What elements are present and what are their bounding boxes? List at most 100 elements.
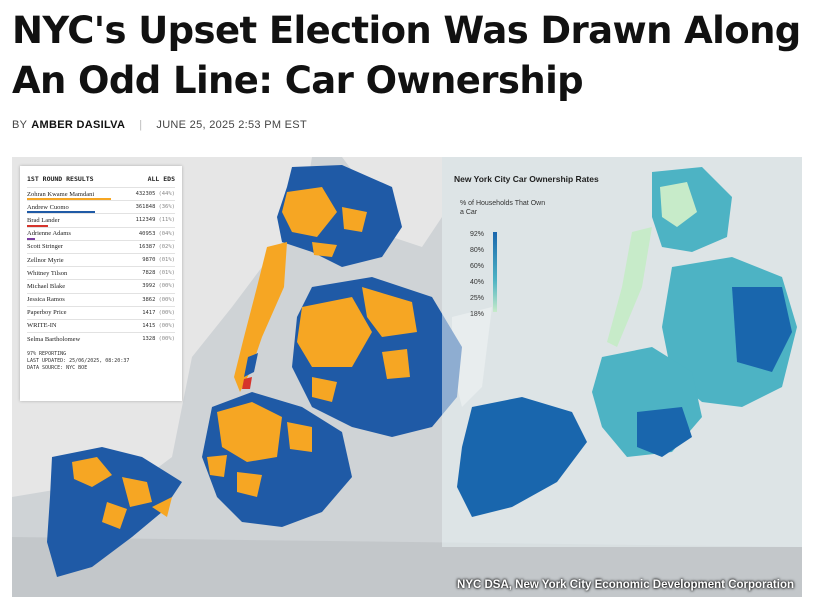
election-brooklyn: [202, 392, 352, 527]
ownership-bronx-low: [660, 182, 697, 227]
candidate-pct: (00%): [158, 336, 175, 343]
candidate-name: Zohran Kwame Mamdani: [27, 190, 95, 198]
candidate-votes: 1415: [142, 322, 156, 329]
results-header: 1ST ROUND RESULTS ALL EDS: [20, 166, 182, 187]
candidate-name: Jessica Ramos: [27, 296, 65, 304]
candidate-name: Selma Bartholomew: [27, 335, 81, 343]
candidate-votes: 1328: [142, 336, 156, 343]
ownership-manhattan: [607, 227, 652, 347]
candidate-votes-wrap: 1415 (00%): [142, 323, 175, 329]
candidate-row: WRITE-IN 1415 (00%): [27, 318, 175, 332]
election-staten-island: [47, 447, 182, 577]
candidate-row: Brad Lander 112349 (11%): [27, 213, 175, 227]
candidate-name: Paperboy Price: [27, 309, 67, 317]
reporting-status: 97% REPORTING: [27, 351, 67, 358]
candidate-pct: (11%): [158, 217, 175, 224]
candidate-pct: (04%): [158, 230, 175, 237]
candidate-pct: (00%): [158, 283, 175, 290]
candidate-votes-wrap: 40953 (04%): [139, 231, 175, 237]
candidate-name: Brad Lander: [27, 216, 60, 224]
election-manhattan: [234, 242, 287, 392]
ownership-staten-island: [457, 397, 587, 517]
maps-graphic: [12, 157, 802, 597]
candidate-votes: 3992: [142, 283, 156, 290]
election-bronx: [277, 165, 402, 267]
candidate-color-bar: [27, 198, 111, 201]
candidate-votes-wrap: 361848 (36%): [136, 204, 175, 210]
ocean-band: [12, 537, 802, 597]
candidate-votes-wrap: 432305 (44%): [136, 191, 175, 197]
candidate-pct: (02%): [158, 243, 175, 250]
ownership-brooklyn-high: [637, 407, 692, 457]
ownership-map-subtitle: % of Households That Own a Car: [460, 200, 546, 216]
results-footer: 97% REPORTING LAST UPDATED: 25/06/2025, …: [20, 345, 182, 372]
candidate-row: Jessica Ramos 3862 (00%): [27, 292, 175, 306]
publish-date: JUNE 25, 2025 2:53 PM EST: [156, 119, 307, 131]
candidate-votes: 3862: [142, 296, 156, 303]
candidate-name: Michael Blake: [27, 282, 66, 290]
candidate-color-bar: [27, 211, 96, 214]
results-scope: ALL EDS: [147, 175, 175, 183]
article-headline: NYC's Upset Election Was Drawn Along An …: [12, 9, 801, 102]
candidate-row: Andrew Cuomo 361848 (36%): [27, 200, 175, 214]
candidate-votes: 7828: [142, 270, 156, 277]
candidate-row: Michael Blake 3992 (00%): [27, 279, 175, 292]
candidate-votes: 40953: [138, 230, 156, 237]
ownership-queens-high: [732, 287, 792, 372]
candidate-votes-wrap: 1328 (00%): [142, 336, 175, 342]
legend-label: 25%: [470, 295, 485, 302]
candidate-votes: 432305: [135, 191, 156, 198]
last-updated: LAST UPDATED: 25/06/2025, 08:20:37: [27, 358, 130, 365]
ownership-legend-colorbar: [493, 232, 497, 312]
legend-label: 92%: [470, 231, 485, 238]
legend-label: 18%: [470, 311, 485, 318]
ownership-map-title: New York City Car Ownership Rates: [454, 174, 599, 184]
election-queens: [292, 277, 462, 437]
legend-label: 60%: [470, 263, 485, 270]
ownership-map: [457, 167, 797, 517]
candidate-list: Zohran Kwame Mamdani 432305 (44%) Andrew Cu…: [20, 187, 182, 345]
candidate-name: Adrienne Adams: [27, 230, 71, 238]
candidate-pct: (00%): [158, 309, 175, 316]
candidate-votes: 9870: [142, 257, 156, 264]
candidate-votes: 112349: [135, 217, 156, 224]
candidate-color-bar: [27, 237, 35, 240]
candidate-votes: 16387: [138, 243, 156, 250]
candidate-pct: (01%): [158, 270, 175, 277]
candidate-row: Scott Stringer 16387 (02%): [27, 239, 175, 253]
candidate-row: Whitney Tilson 7828 (01%): [27, 266, 175, 279]
byline: BY AMBER DASILVA | JUNE 25, 2025 2:53 PM…: [12, 119, 307, 131]
candidate-votes-wrap: 7828 (01%): [142, 270, 175, 276]
candidate-votes-wrap: 9870 (01%): [142, 257, 175, 263]
candidate-pct: (00%): [158, 322, 175, 329]
candidate-name: Scott Stringer: [27, 243, 63, 251]
candidate-name: Andrew Cuomo: [27, 203, 69, 211]
article-figure: 1ST ROUND RESULTS ALL EDS Zohran Kwame M…: [12, 157, 802, 597]
ownership-legend: 92% 80% 60% 40% 25% 18%: [470, 231, 494, 327]
candidate-name: WRITE-IN: [27, 322, 57, 330]
legend-label: 40%: [470, 279, 485, 286]
data-source: DATA SOURCE: NYC BOE: [27, 365, 88, 372]
byline-prefix: BY: [12, 119, 28, 131]
candidate-pct: (01%): [158, 257, 175, 264]
candidate-votes-wrap: 16387 (02%): [139, 244, 175, 250]
candidate-row: Adrienne Adams 40953 (04%): [27, 226, 175, 240]
candidate-row: Zohran Kwame Mamdani 432305 (44%): [27, 187, 175, 201]
election-lander-area: [242, 377, 252, 389]
candidate-color-bar: [27, 224, 48, 227]
results-title: 1ST ROUND RESULTS: [27, 175, 94, 183]
candidate-pct: (44%): [158, 191, 175, 198]
election-results-table: 1ST ROUND RESULTS ALL EDS Zohran Kwame M…: [20, 166, 182, 401]
author-link[interactable]: AMBER DASILVA: [31, 119, 126, 131]
candidate-votes: 1417: [142, 309, 156, 316]
candidate-votes-wrap: 3862 (00%): [142, 297, 175, 303]
candidate-pct: (36%): [158, 204, 175, 211]
election-manhattan-blue: [244, 353, 258, 377]
candidate-votes-wrap: 112349 (11%): [136, 217, 175, 223]
candidate-row: Paperboy Price 1417 (00%): [27, 305, 175, 319]
candidate-votes-wrap: 3992 (00%): [142, 283, 175, 289]
candidate-votes: 361848: [135, 204, 156, 211]
candidate-votes-wrap: 1417 (00%): [142, 310, 175, 316]
candidate-name: Zellnor Myrie: [27, 256, 64, 264]
candidate-row: Zellnor Myrie 9870 (01%): [27, 252, 175, 266]
